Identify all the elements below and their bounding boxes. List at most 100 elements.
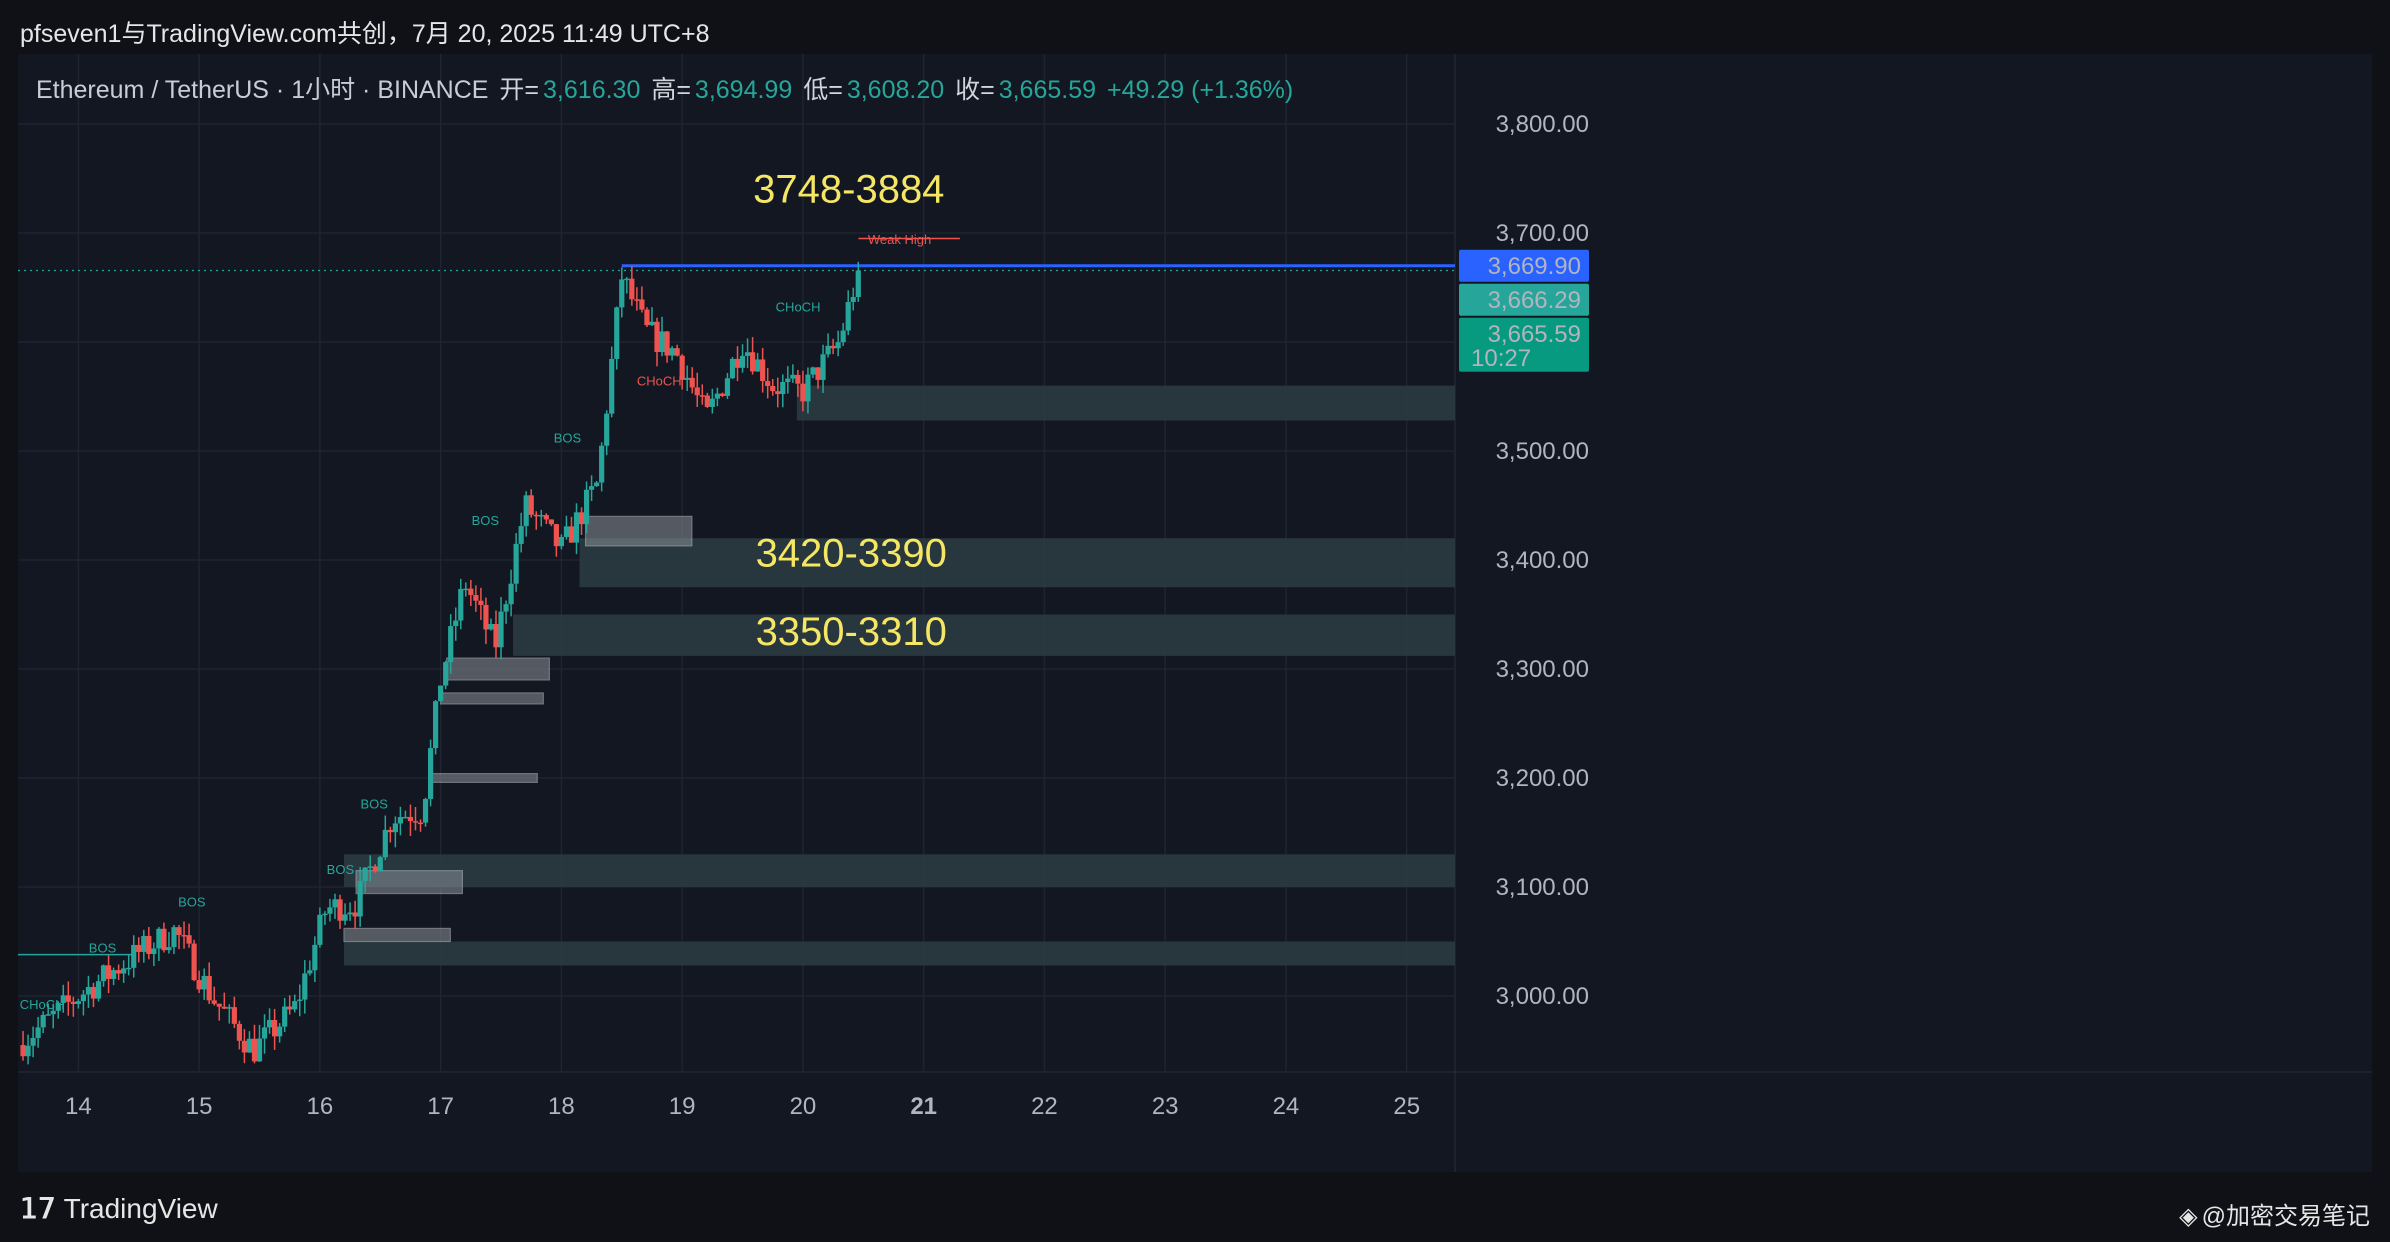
candle-body[interactable] — [387, 829, 393, 833]
candle-body[interactable] — [50, 1010, 56, 1015]
candle-body[interactable] — [422, 798, 429, 823]
candle-body[interactable] — [714, 393, 720, 399]
candle-body[interactable] — [377, 857, 383, 872]
candle-body[interactable] — [815, 367, 821, 380]
candle-body[interactable] — [131, 944, 137, 968]
candle-body[interactable] — [594, 482, 600, 487]
candle-body[interactable] — [342, 914, 348, 921]
candle-body[interactable] — [855, 270, 861, 298]
candle-body[interactable] — [110, 970, 117, 979]
candle-body[interactable] — [186, 935, 192, 944]
candle-body[interactable] — [417, 822, 424, 825]
candle-body[interactable] — [513, 543, 519, 584]
candle-body[interactable] — [392, 823, 398, 833]
candle-body[interactable] — [583, 489, 590, 525]
candle-body[interactable] — [724, 378, 731, 396]
candle-body[interactable] — [558, 536, 565, 547]
candle-body[interactable] — [468, 588, 474, 596]
candle-body[interactable] — [750, 352, 756, 372]
order-block[interactable] — [431, 773, 538, 783]
candle-body[interactable] — [790, 374, 796, 379]
candle-body[interactable] — [85, 986, 92, 995]
candle-body[interactable] — [780, 381, 786, 395]
demand-zone[interactable] — [344, 941, 1456, 966]
candle-body[interactable] — [357, 880, 363, 917]
candle-body[interactable] — [765, 381, 771, 386]
candle-body[interactable] — [25, 1045, 31, 1057]
candle-body[interactable] — [297, 999, 303, 1002]
demand-zone[interactable] — [513, 614, 1455, 656]
candle-body[interactable] — [508, 583, 514, 605]
order-block[interactable] — [584, 515, 693, 547]
candle-body[interactable] — [649, 321, 655, 326]
candle-body[interactable] — [100, 965, 107, 982]
demand-zone[interactable] — [344, 854, 1456, 887]
candle-body[interactable] — [105, 965, 112, 979]
candle-body[interactable] — [55, 1002, 61, 1011]
candle-body[interactable] — [266, 1020, 273, 1028]
demand-zone[interactable] — [796, 385, 1455, 421]
candle-body[interactable] — [614, 307, 620, 359]
candle-body[interactable] — [30, 1037, 36, 1046]
candle-body[interactable] — [251, 1038, 258, 1062]
candle-body[interactable] — [795, 374, 801, 384]
candle-body[interactable] — [734, 358, 741, 368]
candle-body[interactable] — [211, 1000, 217, 1004]
tradingview-logo[interactable]: 𝟣𝟩 TradingView — [20, 1192, 218, 1225]
candle-body[interactable] — [332, 899, 338, 908]
candle-body[interactable] — [825, 345, 831, 355]
candle-body[interactable] — [90, 986, 97, 999]
candle-body[interactable] — [75, 1001, 81, 1004]
candle-body[interactable] — [744, 352, 751, 356]
candle-body[interactable] — [553, 524, 559, 547]
candle-body[interactable] — [719, 393, 726, 396]
candle-body[interactable] — [624, 278, 630, 281]
candle-body[interactable] — [775, 391, 781, 395]
candle-body[interactable] — [448, 626, 454, 663]
candle-body[interactable] — [850, 297, 856, 303]
candle-body[interactable] — [709, 398, 715, 407]
candle-body[interactable] — [785, 378, 791, 382]
candle-body[interactable] — [216, 1003, 222, 1007]
candle-body[interactable] — [181, 935, 187, 937]
candle-body[interactable] — [699, 395, 705, 397]
candle-body[interactable] — [684, 377, 690, 380]
candle-body[interactable] — [820, 354, 826, 380]
candle-body[interactable] — [40, 1014, 46, 1028]
candle-body[interactable] — [599, 445, 605, 483]
candle-body[interactable] — [488, 623, 494, 630]
candle-body[interactable] — [528, 495, 534, 515]
candle-body[interactable] — [261, 1027, 268, 1039]
candle-body[interactable] — [312, 944, 318, 971]
candle-body[interactable] — [739, 355, 746, 368]
candle-body[interactable] — [272, 1020, 278, 1037]
candle-body[interactable] — [609, 358, 615, 414]
candle-body[interactable] — [427, 748, 434, 799]
candle-body[interactable] — [810, 367, 816, 375]
candle-body[interactable] — [402, 816, 409, 819]
candle-body[interactable] — [619, 279, 625, 308]
candle-body[interactable] — [805, 374, 811, 402]
candle-body[interactable] — [126, 967, 132, 970]
candle-body[interactable] — [679, 355, 685, 380]
candle-body[interactable] — [634, 299, 640, 301]
candle-body[interactable] — [443, 662, 449, 686]
candle-body[interactable] — [372, 866, 378, 872]
candle-body[interactable] — [438, 685, 444, 702]
candle-body[interactable] — [755, 359, 761, 372]
candle-body[interactable] — [292, 1001, 298, 1010]
candle-body[interactable] — [407, 816, 414, 822]
legend-symbol[interactable]: Ethereum / TetherUS · 1小时 · BINANCE — [36, 76, 489, 104]
candle-body[interactable] — [236, 1023, 242, 1041]
candle-body[interactable] — [835, 342, 841, 349]
candle-body[interactable] — [639, 299, 645, 310]
candle-body[interactable] — [226, 1007, 232, 1009]
candle-body[interactable] — [563, 526, 570, 537]
candle-body[interactable] — [518, 526, 524, 544]
candle-body[interactable] — [588, 486, 595, 490]
candle-body[interactable] — [770, 385, 776, 392]
candle-body[interactable] — [840, 330, 846, 343]
candle-body[interactable] — [201, 975, 207, 990]
candle-body[interactable] — [503, 604, 509, 612]
candle-body[interactable] — [256, 1038, 263, 1062]
